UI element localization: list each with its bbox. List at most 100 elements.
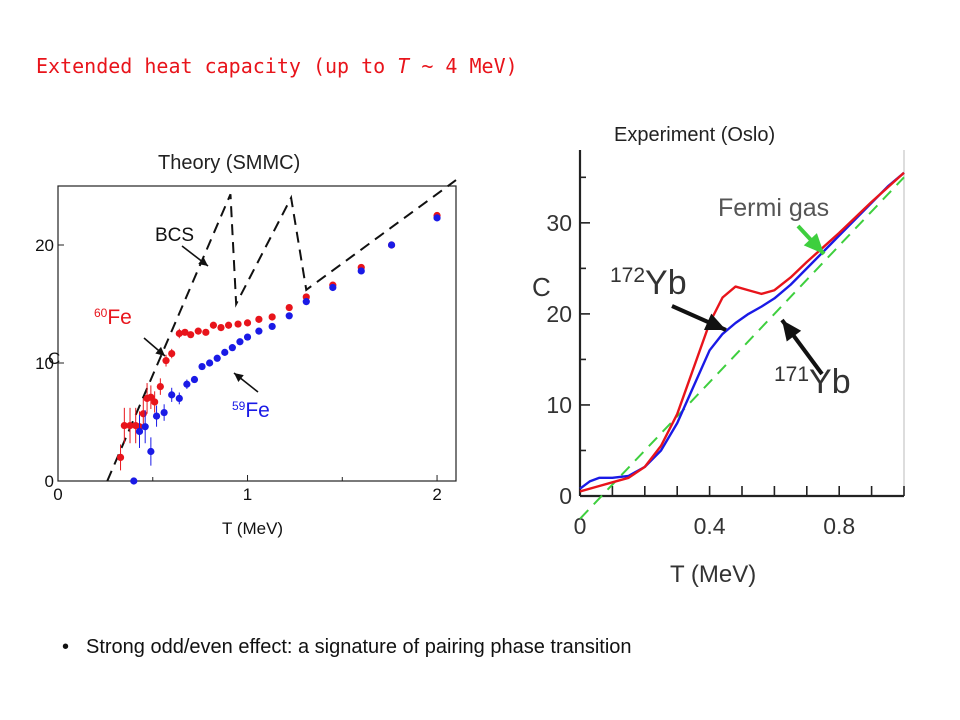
fe59-point: [135, 427, 144, 436]
experiment-y-tick-label-0: 0: [559, 483, 572, 509]
fe60-point: [126, 421, 134, 430]
experiment-caption: Experiment (Oslo): [614, 124, 776, 146]
theory-plot-frame: [57, 185, 457, 482]
fe59-point: [387, 241, 396, 249]
fe60-mass: 60: [94, 306, 108, 320]
fe60-point: [139, 410, 147, 418]
fe60-point: [243, 319, 252, 327]
yb172-mass: 172: [610, 264, 645, 287]
fe59-point: [268, 322, 276, 331]
bcs-dashed-line: [106, 179, 457, 482]
theory-x-tick-label-2: 2: [432, 485, 441, 504]
theory-caption: Theory (SMMC): [158, 152, 301, 174]
bcs-curve: [106, 179, 457, 482]
fe59-point: [160, 408, 168, 417]
fe59-arrow-head: [234, 373, 244, 382]
fe60-element: Fe: [107, 306, 132, 329]
title-variable: T: [397, 54, 410, 78]
theory-x-tick-label-1: 1: [243, 485, 252, 504]
fe60-point: [268, 313, 276, 321]
fe60-point: [234, 320, 242, 328]
fe60-point: [162, 357, 170, 365]
fe59-point: [190, 375, 199, 384]
theory-x-tick-label-0: 0: [53, 485, 62, 504]
yb172-curve: [579, 171, 905, 493]
yb172-label: 172Yb: [610, 264, 687, 302]
fe59-point: [206, 359, 214, 367]
yb171-mass: 171: [774, 363, 809, 386]
fe59-point: [213, 354, 221, 362]
fe59-point: [198, 362, 206, 371]
title-prefix: Extended heat capacity (up to: [36, 54, 398, 78]
bcs-label: BCS: [155, 225, 194, 246]
yb171-arrow-head: [782, 320, 802, 342]
fermi-gas-arrow-head: [803, 233, 824, 254]
fe59-point: [221, 348, 229, 356]
fe59-point: [228, 344, 236, 352]
theory-y-tick-label-1: 10: [35, 354, 54, 373]
fe59-label: 59Fe: [232, 399, 270, 422]
fe60-point: [194, 327, 202, 335]
fe59-point: [152, 412, 161, 420]
experiment-x-tick-label-0: 0: [574, 513, 587, 539]
fe60-point: [116, 453, 125, 461]
fe60-points: [116, 211, 441, 471]
experiment-x-tick-label-1: 0.4: [694, 513, 726, 539]
yb171-label: 171Yb: [774, 363, 851, 401]
fe59-point: [329, 283, 337, 292]
fe59-point: [243, 333, 252, 341]
experiment-y-tick-label-2: 20: [546, 301, 572, 327]
fe60-point: [156, 383, 164, 391]
fe59-point: [147, 447, 155, 456]
theory-y-tick-label-2: 20: [35, 236, 54, 255]
fe60-point: [217, 324, 225, 332]
fe59-mass: 59: [232, 399, 246, 413]
experiment-x-axis-label: T (MeV): [670, 561, 756, 588]
bullet-text: Strong odd/even effect: a signature of p…: [86, 636, 632, 658]
fe59-point: [175, 394, 183, 402]
fe60-label: 60Fe: [94, 306, 132, 329]
experiment-x-tick-label-2: 0.8: [823, 513, 855, 539]
fe59-point: [236, 338, 244, 346]
experiment-y-tick-label-1: 10: [546, 392, 572, 418]
fe59-point: [433, 214, 441, 222]
experiment-y-axis-label: C: [532, 272, 551, 302]
fe60-arrow-head: [155, 346, 165, 356]
fe59-point: [285, 312, 293, 320]
fe60-point: [120, 421, 128, 430]
fe59-point: [255, 327, 263, 335]
fe60-point: [187, 331, 195, 339]
fe59-point: [130, 477, 138, 485]
fe60-point: [255, 315, 263, 323]
fe60-point: [181, 328, 189, 336]
fe59-point: [357, 267, 365, 275]
yb172-element: Yb: [645, 264, 687, 302]
bcs-arrow-head: [198, 257, 208, 266]
fe59-point: [168, 391, 176, 399]
fe60-point: [209, 321, 218, 329]
experiment-arrows: [671, 224, 826, 376]
slide-title: Extended heat capacity (up to T ~ 4 MeV): [36, 54, 518, 78]
fe59-point: [302, 298, 310, 306]
title-suffix: ~ 4 MeV): [409, 54, 518, 78]
theory-x-axis-label: T (MeV): [222, 519, 283, 538]
fe60-point: [151, 398, 159, 406]
bullet-dot: •: [62, 636, 70, 658]
fe59-points: [130, 214, 441, 485]
experiment-curves: [579, 171, 905, 520]
theory-plot-border: [57, 185, 457, 482]
theory-y-tick-label-0: 0: [45, 472, 54, 491]
experiment-ticks: 0 0.4 0.8 0 10 20 30: [546, 176, 905, 539]
fe60-point: [285, 303, 293, 312]
fe60-point: [202, 328, 210, 336]
fe60-point: [224, 321, 233, 329]
fe60-point: [175, 329, 183, 338]
yb171-element: Yb: [809, 363, 851, 401]
yb171-curve: [579, 171, 905, 490]
fermi-gas-curve: [579, 176, 905, 520]
theory-arrows: [143, 245, 259, 393]
bullet-point: • Strong odd/even effect: a signature of …: [62, 636, 632, 659]
